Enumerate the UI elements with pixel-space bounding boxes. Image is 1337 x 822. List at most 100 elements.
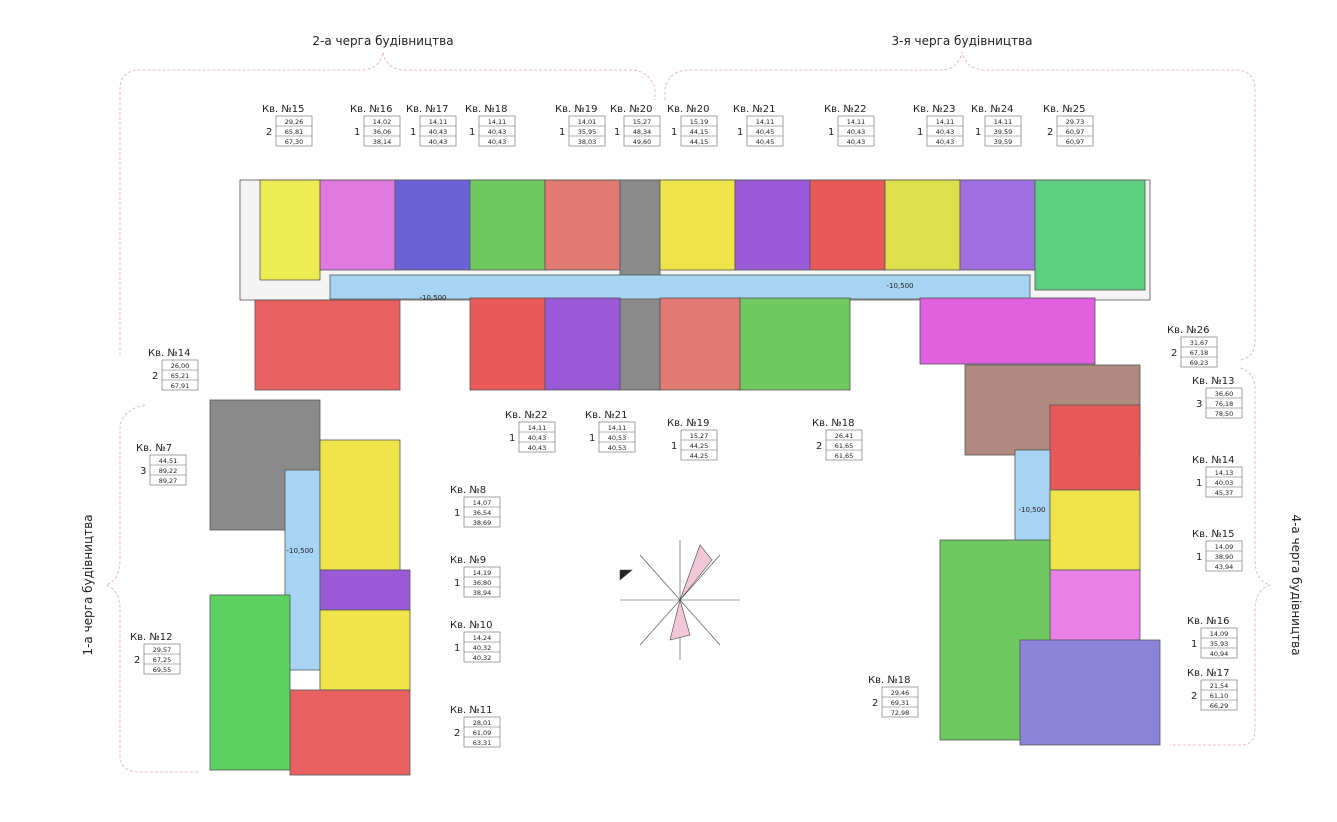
apartment-name: Кв. №11 bbox=[450, 705, 492, 716]
label-box bbox=[1200, 627, 1238, 659]
area: 76,18 bbox=[1215, 400, 1234, 408]
apartment-label: Кв. №14 2 26,00 65,21 67,91 bbox=[148, 348, 199, 391]
rooms-count: 1 bbox=[1191, 639, 1197, 650]
area: 65,81 bbox=[285, 128, 304, 136]
area: 29,46 bbox=[891, 689, 910, 697]
area: 40,45 bbox=[756, 138, 775, 146]
apartment-label: Кв. №22 1 14,11 40,43 40,43 bbox=[824, 104, 875, 147]
queue-outlines bbox=[104, 51, 1272, 773]
area: 63,31 bbox=[473, 739, 492, 747]
apartment-label: Кв. №17 2 21,54 61,10 66,29 bbox=[1187, 668, 1238, 711]
apartment-name: Кв. №7 bbox=[136, 443, 172, 454]
label-box bbox=[746, 115, 784, 147]
rooms-count: 3 bbox=[140, 466, 146, 477]
area: 14,11 bbox=[847, 118, 866, 126]
apartment-label: Кв. №9 1 14,19 36,80 38,94 bbox=[450, 555, 501, 598]
area: 65,21 bbox=[171, 372, 190, 380]
building bbox=[209, 179, 1161, 776]
rooms-count: 1 bbox=[917, 127, 923, 138]
apartment-name: Кв. №19 bbox=[667, 418, 709, 429]
label-box bbox=[1200, 679, 1238, 711]
area: 40,43 bbox=[488, 128, 507, 136]
rooms-count: 2 bbox=[1171, 348, 1177, 359]
area: 38,14 bbox=[373, 138, 392, 146]
rooms-count: 1 bbox=[671, 441, 677, 452]
label-box bbox=[463, 631, 501, 663]
area: 38,94 bbox=[473, 589, 492, 597]
rooms-count: 2 bbox=[454, 728, 460, 739]
area: 31,67 bbox=[1190, 339, 1209, 347]
label-box bbox=[623, 115, 661, 147]
apartment-label: Кв. №15 2 29,26 65,81 67,30 bbox=[262, 104, 313, 147]
apartment-label: Кв. №11 2 28,01 61,09 63,31 bbox=[450, 705, 501, 748]
label-box bbox=[463, 496, 501, 528]
area: 14,11 bbox=[608, 424, 627, 432]
rooms-count: 2 bbox=[134, 655, 140, 666]
area: 28,01 bbox=[473, 719, 492, 727]
rooms-count: 1 bbox=[671, 127, 677, 138]
apartment-label: Кв. №18 2 26,41 61,65 61,65 bbox=[812, 418, 863, 461]
rooms-count: 2 bbox=[266, 127, 272, 138]
label-box bbox=[1205, 466, 1243, 498]
apartment-name: Кв. №21 bbox=[733, 104, 775, 115]
queue-label: 1-а черга будівництва bbox=[81, 514, 95, 655]
area: 39,59 bbox=[994, 128, 1013, 136]
area: 14,11 bbox=[994, 118, 1013, 126]
level-mark: -10,500 bbox=[419, 294, 446, 302]
apartment-name: Кв. №14 bbox=[1192, 455, 1234, 466]
label-box bbox=[275, 115, 313, 147]
area: 38,69 bbox=[473, 519, 492, 527]
apartment-label: Кв. №18 2 29,46 69,31 72,98 bbox=[868, 675, 919, 718]
apartment-label: Кв. №8 1 14,07 36,54 38,69 bbox=[450, 485, 501, 528]
area: 67,91 bbox=[171, 382, 190, 390]
queue-label: 2-а черга будівництва bbox=[312, 34, 453, 48]
area: 14,11 bbox=[756, 118, 775, 126]
apartment-label: Кв. №26 2 31,67 67,18 69,23 bbox=[1167, 325, 1218, 368]
apartment-name: Кв. №18 bbox=[812, 418, 854, 429]
apartment-label: Кв. №12 2 29,57 67,25 69,55 bbox=[130, 632, 181, 675]
area: 40,43 bbox=[936, 128, 955, 136]
area: 40,43 bbox=[528, 434, 547, 442]
area: 61,09 bbox=[473, 729, 492, 737]
rooms-count: 1 bbox=[614, 127, 620, 138]
apartment-label: Кв. №23 1 14,11 40,43 40,43 bbox=[913, 104, 964, 147]
area: 78,50 bbox=[1215, 410, 1234, 418]
area: 67,30 bbox=[285, 138, 304, 146]
area: 14,09 bbox=[1210, 630, 1229, 638]
label-box bbox=[463, 566, 501, 598]
area: 60,97 bbox=[1066, 128, 1085, 136]
apartment-label: Кв. №16 1 14,02 36,06 38,14 bbox=[350, 104, 401, 147]
apartment-name: Кв. №9 bbox=[450, 555, 486, 566]
level-mark: -10,500 bbox=[1018, 506, 1045, 514]
area: 44,51 bbox=[159, 457, 178, 465]
area: 69,31 bbox=[891, 699, 910, 707]
area: 14,11 bbox=[429, 118, 448, 126]
apartment-name: Кв. №18 bbox=[868, 675, 910, 686]
label-box bbox=[161, 359, 199, 391]
area: 67,25 bbox=[153, 656, 172, 664]
apartment-name: Кв. №22 bbox=[505, 410, 547, 421]
rooms-count: 2 bbox=[1191, 691, 1197, 702]
rooms-count: 1 bbox=[828, 127, 834, 138]
apartment-name: Кв. №17 bbox=[1187, 668, 1229, 679]
rooms-count: 1 bbox=[454, 508, 460, 519]
area: 35,95 bbox=[578, 128, 597, 136]
area: 26,00 bbox=[171, 362, 190, 370]
label-box bbox=[680, 429, 718, 461]
area: 38,03 bbox=[578, 138, 597, 146]
apartment-name: Кв. №17 bbox=[406, 104, 448, 115]
apartment-name: Кв. №10 bbox=[450, 620, 492, 631]
area: 40,43 bbox=[847, 128, 866, 136]
apartment-label: Кв. №18 1 14,11 40,43 40,43 bbox=[465, 104, 516, 147]
apartment-label: Кв. №7 3 44,51 89,22 89,27 bbox=[136, 443, 187, 486]
rooms-count: 1 bbox=[589, 433, 595, 444]
area: 60,97 bbox=[1066, 138, 1085, 146]
label-box bbox=[1180, 336, 1218, 368]
apartment-name: Кв. №19 bbox=[555, 104, 597, 115]
apartment-label: Кв. №13 3 36,60 76,18 78,50 bbox=[1192, 376, 1243, 419]
area: 15,27 bbox=[633, 118, 652, 126]
rooms-count: 2 bbox=[872, 698, 878, 709]
label-box bbox=[143, 643, 181, 675]
rooms-count: 1 bbox=[410, 127, 416, 138]
label-box bbox=[363, 115, 401, 147]
